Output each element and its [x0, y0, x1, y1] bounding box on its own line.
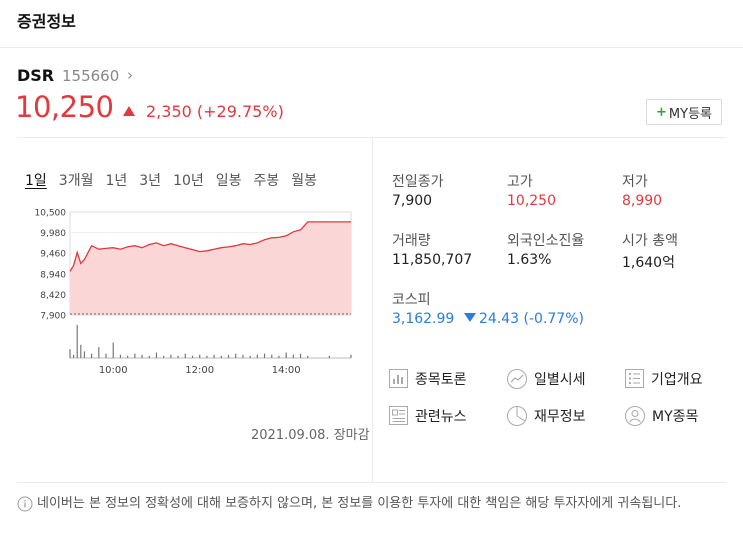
x-tick-label: 12:00: [185, 365, 214, 376]
y-tick-label: 7,900: [40, 312, 66, 322]
menu-financial-info[interactable]: 재무정보: [506, 405, 586, 427]
divider: [0, 47, 743, 48]
tab-monthly[interactable]: 월봉: [291, 173, 318, 189]
volume-label: 거래량: [392, 233, 431, 249]
foreign-ratio-label: 외국인소진율: [507, 233, 585, 249]
market-status: 2021.09.08. 장마감: [251, 428, 370, 443]
tab-3year[interactable]: 3년: [139, 173, 162, 189]
menu-label: 관련뉴스: [415, 408, 467, 425]
volume-value: 11,850,707: [392, 252, 473, 268]
user-icon: [625, 406, 645, 426]
tab-10year[interactable]: 10년: [173, 173, 204, 189]
low-value: 8,990: [622, 193, 663, 209]
low-label: 저가: [622, 174, 648, 190]
chevron-right-icon[interactable]: ›: [127, 66, 133, 84]
menu-label: 종목토론: [415, 371, 467, 388]
index-value: 3,162.99: [392, 311, 455, 327]
disclaimer: 네이버는 본 정보의 정확성에 대해 보증하지 않으며, 본 정보를 이용한 투…: [17, 494, 729, 514]
divider: [17, 137, 726, 138]
period-tabs: 1일 3개월 1년 3년 10년 일봉 주봉 월봉: [25, 170, 329, 190]
divider: [17, 482, 726, 483]
menu-company-overview[interactable]: 기업개요: [624, 368, 703, 389]
menu-label: MY종목: [652, 409, 699, 425]
news-icon: [389, 406, 408, 425]
menu-label: 재무정보: [534, 409, 586, 425]
tab-weekly[interactable]: 주봉: [253, 173, 280, 189]
x-tick-label: 10:00: [99, 365, 128, 376]
tab-daily[interactable]: 일봉: [215, 173, 242, 189]
y-tick-label: 9,980: [40, 229, 66, 239]
disclaimer-text: 네이버는 본 정보의 정확성에 대해 보증하지 않으며, 본 정보를 이용한 투…: [37, 496, 682, 511]
pie-chart-icon: [507, 406, 527, 426]
add-my-stock-button[interactable]: + MY등록: [646, 99, 722, 125]
chart-board-icon: [389, 369, 408, 388]
index-change-text: 24.43 (-0.77%): [479, 311, 584, 327]
menu-label: 기업개요: [651, 371, 703, 388]
stock-name[interactable]: DSR: [17, 66, 55, 85]
change-amount: 2,350: [146, 102, 192, 121]
current-price: 10,250: [15, 90, 114, 124]
tab-3month[interactable]: 3개월: [58, 173, 94, 189]
market-cap-value: 1,640억: [622, 255, 675, 271]
line-chart-icon: [507, 369, 527, 389]
x-tick-label: 14:00: [272, 365, 301, 376]
menu-daily-price[interactable]: 일별시세: [506, 368, 586, 390]
page-title: 증권정보: [17, 12, 76, 31]
menu-stock-discussion[interactable]: 종목토론: [388, 368, 467, 389]
index-change: 24.43 (-0.77%): [464, 311, 584, 327]
divider: [372, 138, 373, 482]
down-arrow-icon: [464, 313, 476, 322]
price-change: 2,350 (+29.75%): [146, 102, 284, 121]
price-line: [69, 221, 351, 272]
price-chart[interactable]: 10,500 9,980 9,460 8,940 8,420 7,900 10:00 12:0…: [20, 200, 360, 380]
change-percent: (+29.75%): [196, 102, 284, 121]
y-tick-label: 10,500: [35, 209, 67, 219]
foreign-ratio-value: 1.63%: [507, 252, 552, 268]
add-my-stock-label: MY등록: [668, 106, 712, 122]
prev-close-value: 7,900: [392, 193, 433, 209]
y-tick-label: 8,420: [40, 291, 66, 301]
list-icon: [625, 369, 644, 388]
high-value: 10,250: [507, 193, 556, 209]
stock-code[interactable]: 155660: [62, 67, 120, 85]
tab-1day[interactable]: 1일: [25, 173, 47, 189]
prev-close-label: 전일종가: [392, 174, 444, 190]
index-label: 코스피: [392, 292, 431, 308]
up-arrow-icon: [123, 106, 135, 116]
price-area: [70, 221, 351, 315]
y-tick-label: 9,460: [40, 250, 66, 260]
y-tick-label: 8,940: [40, 270, 66, 280]
menu-my-stocks[interactable]: MY종목: [624, 405, 698, 427]
tab-1year[interactable]: 1년: [105, 173, 128, 189]
market-cap-label: 시가 총액: [622, 233, 678, 249]
info-icon: [17, 496, 33, 512]
menu-related-news[interactable]: 관련뉴스: [388, 405, 467, 426]
high-label: 고가: [507, 174, 533, 190]
menu-label: 일별시세: [534, 372, 586, 388]
plus-icon: +: [656, 104, 667, 120]
